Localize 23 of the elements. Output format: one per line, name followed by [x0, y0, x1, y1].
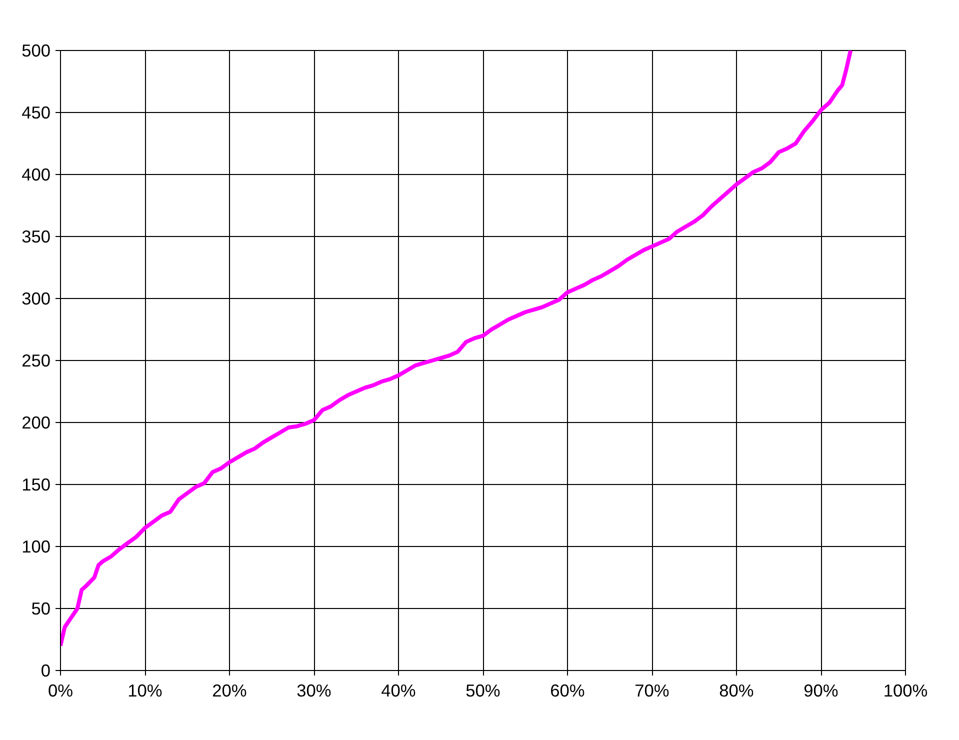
x-tick-label: 100% — [883, 680, 928, 700]
y-tick-label: 300 — [22, 288, 51, 308]
y-tick-label: 150 — [22, 474, 51, 494]
y-tick-label: 500 — [22, 40, 51, 60]
y-tick-label: 200 — [22, 412, 51, 432]
y-tick-label: 450 — [22, 102, 51, 122]
y-tick-label: 50 — [31, 598, 51, 618]
x-tick-label: 20% — [212, 680, 247, 700]
y-tick-label: 250 — [22, 350, 51, 370]
y-tick-label: 100 — [22, 536, 51, 556]
x-tick-label: 90% — [804, 680, 838, 700]
x-tick-label: 10% — [128, 680, 162, 700]
x-tick-label: 40% — [381, 680, 416, 700]
line-series — [60, 50, 853, 648]
y-tick-label: 0 — [40, 660, 51, 680]
x-tick-label: 70% — [634, 680, 670, 700]
x-tick-label: 30% — [296, 680, 332, 700]
y-tick-label: 350 — [22, 226, 51, 246]
x-tick-label: 80% — [719, 680, 754, 700]
x-tick-label: 50% — [466, 680, 500, 700]
x-tick-label: 60% — [550, 680, 585, 700]
y-tick-label: 400 — [22, 164, 51, 184]
x-tick-label: 0% — [48, 680, 74, 700]
